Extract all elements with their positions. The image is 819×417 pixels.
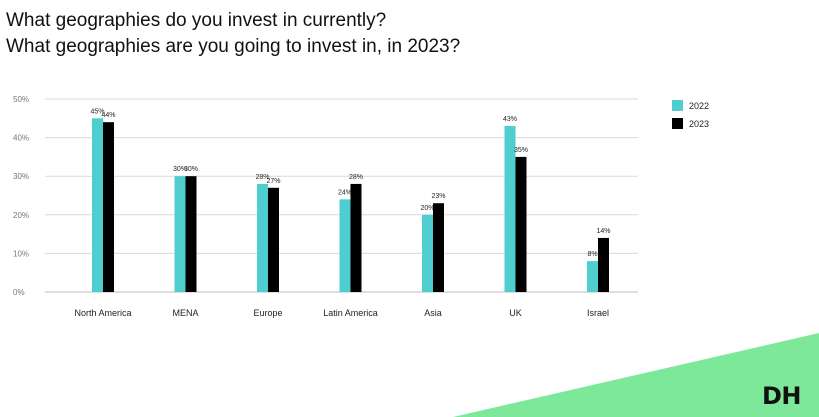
y-tick-label: 20%: [13, 211, 29, 220]
legend-label-2022: 2022: [689, 101, 709, 111]
legend-label-2023: 2023: [689, 119, 709, 129]
x-tick-label: UK: [509, 308, 522, 318]
bar-2022-north-america: [92, 118, 103, 292]
legend-swatch-2022: [672, 100, 683, 111]
green-triangle: [453, 333, 819, 417]
dh-logo: DH: [762, 382, 802, 410]
bar-2022-asia: [422, 214, 433, 292]
data-label: 23%: [431, 193, 445, 200]
x-tick-label: Latin America: [323, 308, 378, 318]
data-label: 24%: [338, 189, 352, 196]
data-label: 20%: [420, 205, 434, 212]
x-tick-label: Asia: [424, 308, 442, 318]
bar-2022-latin-america: [339, 199, 351, 292]
bar-2023-north-america: [103, 122, 114, 292]
legend-swatch-2023: [672, 118, 683, 129]
x-tick-label: MENA: [172, 308, 198, 318]
x-tick-label: North America: [74, 308, 131, 318]
data-label: 43%: [503, 116, 517, 123]
data-label: 44%: [101, 112, 115, 119]
bar-2022-israel: [587, 261, 598, 292]
chart-title: What geographies do you invest in curren…: [6, 8, 806, 60]
bar-2022-uk: [504, 126, 516, 293]
bar-2023-latin-america: [350, 183, 362, 292]
data-label: 30%: [173, 166, 187, 173]
data-label: 28%: [349, 174, 363, 181]
y-tick-label: 30%: [13, 172, 29, 181]
y-tick-label: 50%: [13, 95, 29, 104]
bar-2023-mena: [185, 176, 197, 292]
y-tick-label: 0%: [13, 288, 25, 297]
bar-2023-uk: [515, 156, 527, 292]
data-label: 8%: [587, 251, 597, 258]
data-label: 14%: [596, 228, 610, 235]
data-label: 27%: [266, 178, 280, 185]
bar-2023-asia: [433, 203, 444, 292]
title-line-1: What geographies do you invest in curren…: [6, 10, 387, 31]
data-label: 30%: [184, 166, 198, 173]
data-label: 35%: [514, 147, 528, 154]
y-tick-label: 40%: [13, 134, 29, 143]
data-label: 45%: [90, 108, 104, 115]
bar-2022-europe: [257, 183, 268, 292]
bar-2023-israel: [598, 237, 609, 292]
bar-2023-europe: [268, 187, 279, 292]
title-line-2: What geographies are you going to invest…: [6, 36, 461, 57]
y-tick-label: 10%: [13, 249, 29, 258]
data-label: 28%: [255, 174, 269, 181]
x-tick-label: Europe: [253, 308, 282, 318]
x-tick-label: Israel: [587, 308, 609, 318]
bar-2022-mena: [174, 176, 186, 292]
